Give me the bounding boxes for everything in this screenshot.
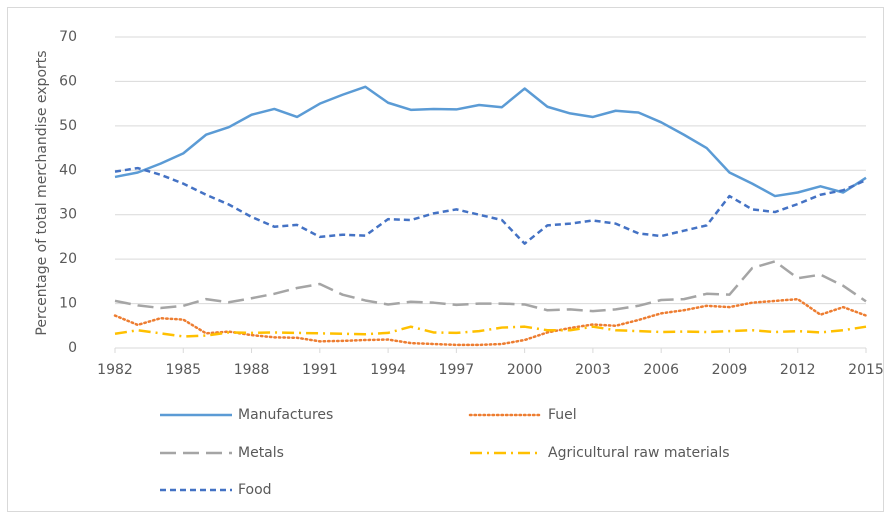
legend-label: Fuel [548,407,577,423]
y-tick-label: 20 [59,251,77,267]
y-tick-label: 40 [59,162,77,178]
legend-label: Food [238,482,272,498]
series-line [114,166,867,245]
x-tick-label: 2012 [780,362,816,378]
x-tick-label: 2015 [848,362,884,378]
x-tick-label: 1982 [97,362,133,378]
x-tick-label: 1994 [370,362,406,378]
legend-label: Agricultural raw materials [548,445,730,461]
y-tick-label: 70 [59,29,77,45]
legend-label: Manufactures [238,407,333,423]
x-tick-label: 2006 [643,362,679,378]
x-tick-label: 1985 [165,362,201,378]
series-line [114,85,867,198]
x-tick-label: 1991 [302,362,338,378]
y-tick-label: 50 [59,118,77,134]
legend-label: Metals [238,445,284,461]
x-tick-label: 1988 [234,362,270,378]
y-axis-label: Percentage of total merchandise exports [34,50,50,335]
y-tick-label: 0 [68,340,77,356]
x-tick-label: 2003 [575,362,611,378]
series-line [114,325,867,338]
x-tick-label: 2000 [507,362,543,378]
x-tick-label: 1997 [439,362,475,378]
y-tick-label: 10 [59,296,77,312]
series-line [114,260,867,313]
y-tick-label: 30 [59,207,77,223]
x-tick-label: 2009 [712,362,748,378]
y-tick-label: 60 [59,73,77,89]
